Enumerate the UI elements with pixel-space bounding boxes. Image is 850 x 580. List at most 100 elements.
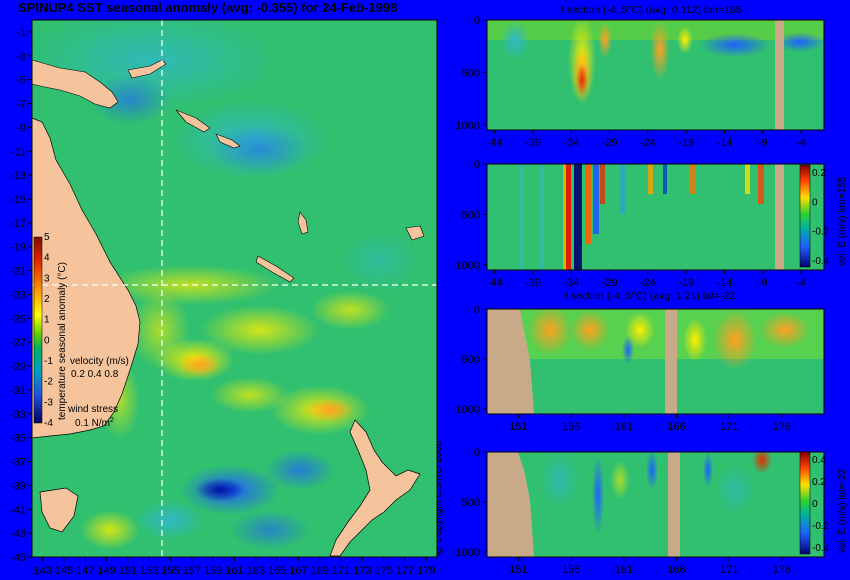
section-y-tick-label: 1000 (456, 404, 480, 416)
section4-panel: vel. E (m/s) lat=-22 0.4 0.2 0 -0.2 -0.4 151… (456, 447, 848, 576)
map-x-tick-label: 171 (332, 565, 350, 577)
map-y-tick-label: -43 (10, 528, 26, 540)
section-y-tick-label: 500 (462, 497, 480, 509)
section1-field (487, 20, 824, 105)
map-y-tick-label: -15 (10, 194, 26, 206)
section2-colorbar-ticks: 0.2 0 -0.2 -0.4 (812, 168, 830, 267)
section3-land-mask (487, 309, 534, 414)
section4-ridge-mask (668, 452, 680, 557)
section2-axes: -44 -39 -34 -29 -24 -19 -14 -9 -4 0 500 1000 (456, 159, 806, 289)
section-x-tick-label: -19 (678, 277, 694, 289)
section-y-tick-label: 0 (474, 304, 480, 316)
section-x-tick-label: -39 (525, 137, 541, 149)
main-title: SPINUP4 SST seasonal anomaly (avg: -0.35… (18, 0, 398, 15)
map-x-tick-label: 149 (97, 565, 115, 577)
land-guadalcanal (215, 133, 241, 149)
section-colorbar-tick-label: 0 (812, 197, 818, 208)
map-colorbar-label: temperature seasonal anomaly (°C) (57, 262, 68, 420)
section-x-tick-label: -14 (716, 277, 732, 289)
section-x-tick-label: -44 (487, 137, 503, 149)
map-x-tick-label: 145 (55, 565, 73, 577)
map-x-tick-label: 167 (289, 565, 307, 577)
section4-colorbar-ticks: 0.4 0.2 0 -0.2 -0.4 (812, 455, 830, 554)
section1-frame (486, 19, 825, 131)
section4-colorbar (799, 451, 811, 555)
section2-frame (486, 163, 825, 271)
section4-field (540, 452, 772, 535)
map-colorbar-ticks: 5 4 3 2 1 0 -1 -2 -3 -4 (44, 232, 53, 429)
land-solomon-islands (175, 109, 211, 133)
land-new-guinea (31, 59, 119, 109)
land-fiji (405, 225, 425, 241)
section2-colorbar (799, 164, 811, 268)
section4-frame (486, 451, 825, 558)
map-y-tick-label: -35 (10, 433, 26, 445)
map-colorbar-tick-label: 5 (44, 232, 50, 243)
velocity-legend-title: velocity (m/s) (70, 356, 129, 367)
map-y-tick-label: -25 (10, 313, 26, 325)
map-y-tick-label: -19 (10, 242, 26, 254)
section-y-tick-label: 1000 (456, 120, 480, 132)
map-y-tick-label: -5 (16, 75, 26, 87)
map-x-tick-label: 173 (353, 565, 371, 577)
map-y-tick-label: -11 (11, 146, 26, 158)
section-x-tick-label: -44 (487, 277, 503, 289)
land-australia (31, 117, 141, 439)
section-x-tick-label: -39 (525, 277, 541, 289)
section-x-tick-label: 171 (720, 421, 738, 433)
section2-background (487, 164, 824, 270)
section3-panel: 151 156 161 166 171 176 0 500 1000 (456, 304, 825, 433)
map-x-tick-label: 143 (33, 565, 51, 577)
section-x-tick-label: 156 (562, 564, 580, 576)
map-x-tick-label: 175 (375, 565, 393, 577)
section-x-tick-label: 151 (509, 564, 527, 576)
section2-land-mask (775, 164, 784, 270)
section-x-tick-label: -24 (640, 277, 656, 289)
map-x-tick-label: 179 (417, 565, 435, 577)
map-y-tick-label: -23 (10, 289, 26, 301)
map-y-tick-label: -37 (10, 457, 26, 469)
section-colorbar-tick-label: 0.2 (812, 168, 826, 179)
map-colorbar-tick-label: -3 (44, 397, 53, 408)
map-y-tick-label: -33 (10, 409, 26, 421)
section1-title: t section (-4..5°C) (avg: 0.112) lon=155 (561, 4, 742, 16)
section-colorbar-tick-label: 0.4 (812, 455, 826, 466)
section3-axes: 151 156 161 166 171 176 0 500 1000 (456, 304, 792, 433)
land-tasmania (39, 487, 79, 533)
map-colorbar-tick-label: 4 (44, 253, 50, 264)
section3-frame (486, 308, 825, 415)
map-x-tick-label: 151 (119, 565, 137, 577)
map-x-tick-label: 165 (268, 565, 286, 577)
map-y-tick-label: -9 (16, 122, 26, 134)
map-y-tick-label: -3 (16, 51, 26, 63)
section-x-tick-label: -14 (716, 137, 732, 149)
section-y-tick-label: 0 (474, 15, 480, 27)
section-colorbar-tick-label: -0.2 (812, 227, 830, 238)
map-x-tick-label: 157 (183, 565, 201, 577)
map-x-tick-label: 153 (140, 565, 158, 577)
map-colorbar-tick-label: 1 (44, 315, 50, 326)
map-x-tick-label: 161 (225, 565, 243, 577)
land-new-britain (127, 59, 167, 79)
map-y-tick-label: -41 (10, 504, 26, 516)
section2-colorbar-label: vel. E (m/s) lon=155 (837, 176, 848, 266)
section-y-tick-label: 500 (462, 354, 480, 366)
section-x-tick-label: 176 (773, 564, 791, 576)
section3-field (487, 309, 824, 370)
map-x-tick-label: 159 (204, 565, 222, 577)
map-colorbar-tick-label: 2 (44, 294, 50, 305)
section-y-tick-label: 500 (462, 67, 480, 79)
section-y-tick-label: 1000 (456, 260, 480, 272)
land-new-zealand (329, 419, 421, 557)
section-y-tick-label: 0 (474, 159, 480, 171)
map-colorbar (33, 236, 43, 424)
land-vanuatu (297, 211, 309, 235)
map-y-tick-label: -13 (10, 170, 26, 182)
map-x-tick-label: 177 (396, 565, 414, 577)
section-x-tick-label: -4 (796, 137, 806, 149)
section-colorbar-tick-label: -0.4 (812, 543, 830, 554)
section-x-tick-label: -29 (602, 137, 618, 149)
section4-colorbar-label: vel. E (m/s) lat=-22 (837, 468, 848, 553)
sst-map-panel: -1-3-5-7-9-11-13-15-17-19-21-23-25-27-29… (10, 19, 438, 577)
